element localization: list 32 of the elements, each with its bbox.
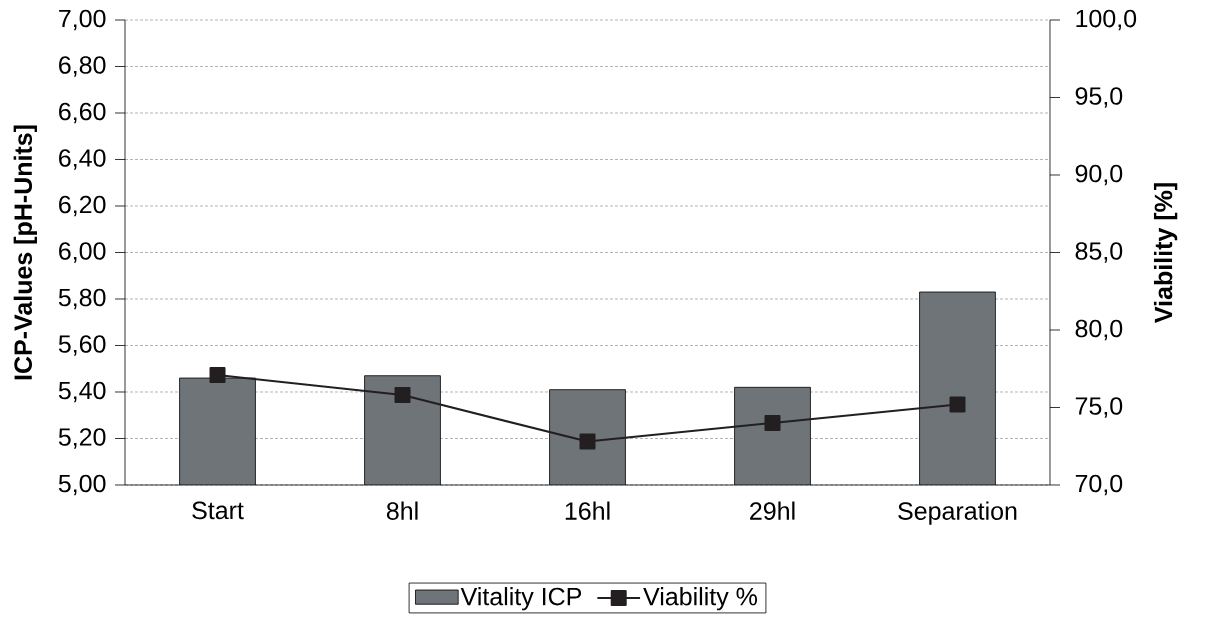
x-tick-label: Separation — [898, 501, 1017, 525]
point — [579, 433, 596, 450]
y2-tick-label: 85,0 — [1075, 242, 1123, 263]
y-tick-label: 6,00 — [59, 242, 106, 263]
y2-tick-label: 75,0 — [1075, 397, 1123, 418]
y2-axis-title: Viability [%] — [1153, 183, 1178, 323]
point — [394, 387, 411, 404]
y2-tick-label: 80,0 — [1075, 319, 1123, 341]
y-tick-label: 6,80 — [59, 56, 106, 77]
y-tick-label: 5,80 — [58, 288, 106, 310]
point — [949, 396, 966, 413]
y-tick-label: 5,60 — [58, 335, 106, 356]
x-tick-label: 29hl — [750, 501, 795, 520]
y2-tick-label: 90,0 — [1075, 164, 1123, 186]
x-tick-label: 16hl — [565, 501, 610, 520]
y-tick-label: 6,40 — [59, 149, 106, 170]
y-tick-label: 5,00 — [58, 474, 106, 496]
y-tick-label: 6,20 — [59, 195, 106, 217]
point — [209, 366, 226, 383]
x-tick-label: Start — [192, 501, 244, 520]
y2-tick-label: 95,0 — [1075, 87, 1123, 108]
y-axis-title: ICP-Values [pH-Units] — [13, 125, 37, 380]
y-tick-label: 5,20 — [58, 428, 106, 449]
x-tick-label: 8hl — [386, 501, 418, 520]
y-tick-label: 7,00 — [59, 9, 106, 31]
legend-label: Viability % — [643, 587, 757, 611]
legend-label: Vitality ICP — [460, 587, 582, 611]
y2-tick-label: 70,0 — [1075, 474, 1123, 496]
y-tick-label: 6,60 — [59, 102, 106, 124]
y-tick-label: 5,40 — [58, 381, 106, 403]
point — [764, 414, 781, 431]
y2-tick-label: 100,0 — [1076, 9, 1137, 31]
